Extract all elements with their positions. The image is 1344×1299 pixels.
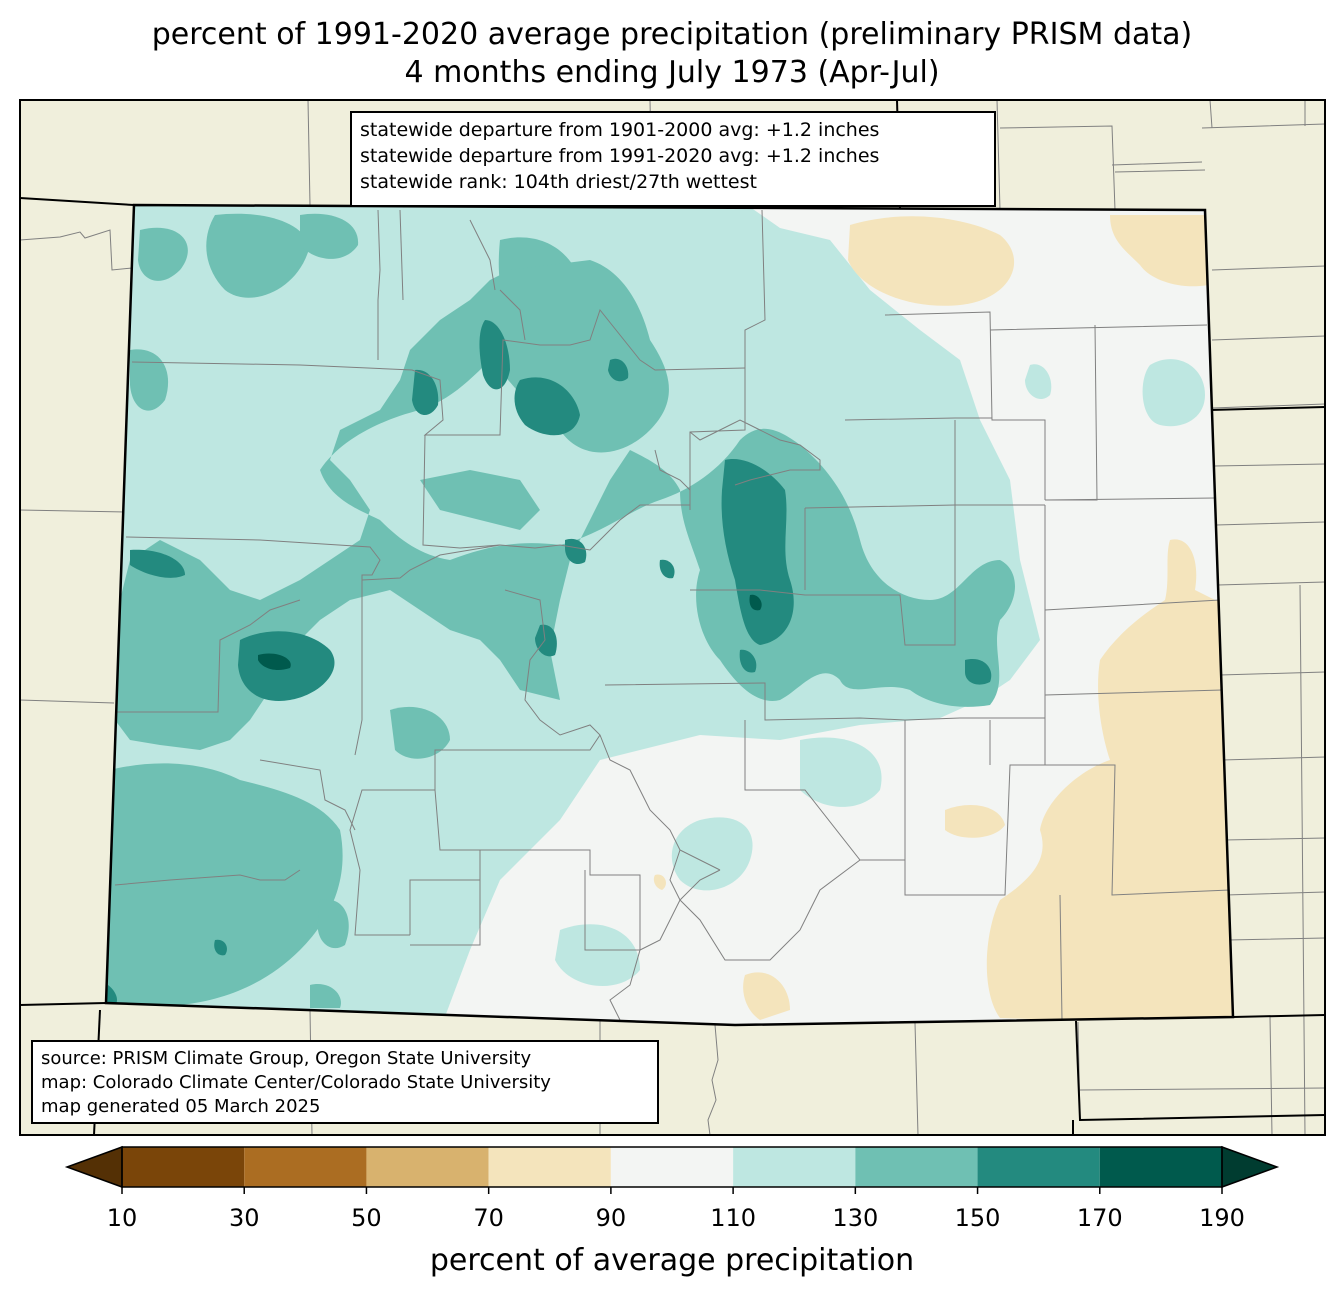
colorbar-tick-label-70: 70 [473, 1204, 504, 1232]
colorbar-bin-170-190 [1099, 1147, 1222, 1187]
colorbar-over-arrow [1221, 1145, 1280, 1189]
colorbar-under-arrow [64, 1145, 123, 1189]
colorbar [64, 1145, 1280, 1194]
statewide-stats-box: statewide departure from 1901-2000 avg: … [350, 111, 996, 207]
colorado-precip-field [106, 205, 1233, 1025]
colorbar-bin-50-70 [366, 1147, 489, 1187]
colorbar-tick-label-150: 150 [954, 1204, 1001, 1232]
generated-date-line: map generated 05 March 2025 [41, 1096, 321, 1117]
colorbar-tick-label-10: 10 [106, 1204, 138, 1232]
colorbar-bin-30-50 [244, 1147, 367, 1187]
colorbar-tick-label-170: 170 [1076, 1204, 1123, 1232]
map-title-line1: percent of 1991-2020 average precipitati… [151, 17, 1193, 52]
map-frame [19, 99, 1326, 1136]
colorbar-tick-label-90: 90 [595, 1204, 627, 1232]
colorbar-tick-label-130: 130 [832, 1204, 879, 1232]
map-credit-line: map: Colorado Climate Center/Colorado St… [41, 1072, 551, 1093]
map-title-line2: 4 months ending July 1973 (Apr-Jul) [404, 55, 940, 90]
colorbar-bin-110-130 [733, 1147, 856, 1187]
colorbar-tick-label-110: 110 [710, 1204, 757, 1232]
colorado-county-lines [114, 209, 1231, 1021]
colorbar-bin-90-110 [610, 1147, 734, 1187]
source-line: source: PRISM Climate Group, Oregon Stat… [41, 1048, 532, 1069]
colorbar-label: percent of average precipitation [429, 1243, 915, 1278]
colorbar-bin-150-170 [977, 1147, 1100, 1187]
colorbar-bin-10-30 [122, 1147, 245, 1187]
colorbar-tick-label-190: 190 [1199, 1204, 1245, 1232]
neighbor-state-counties [20, 100, 1325, 1135]
colorbar-bin-70-90 [488, 1147, 611, 1187]
colorado-state-boundary [104, 203, 1235, 1027]
stats-departure-1901-2000: statewide departure from 1901-2000 avg: … [360, 119, 880, 141]
colorbar-border [121, 1146, 1223, 1188]
source-box: source: PRISM Climate Group, Oregon Stat… [31, 1040, 659, 1124]
stats-departure-1991-2020: statewide departure from 1991-2020 avg: … [360, 145, 880, 167]
colorbar-tick-label-30: 30 [228, 1204, 260, 1232]
stats-rank: statewide rank: 104th driest/27th wettes… [360, 171, 757, 193]
colorbar-bin-130-150 [855, 1147, 978, 1187]
colorbar-tick-label-50: 50 [351, 1204, 382, 1232]
